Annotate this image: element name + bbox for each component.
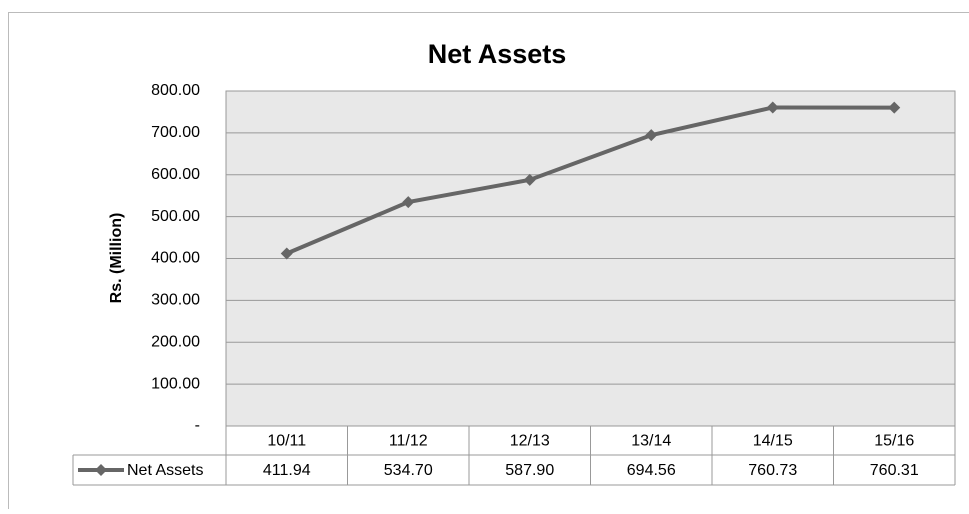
table-value: 760.73 [748,462,797,479]
table-value: 694.56 [627,462,676,479]
y-tick-label: 300.00 [151,292,200,309]
y-tick-label: 600.00 [151,166,200,183]
y-tick-label: 500.00 [151,208,200,225]
y-tick-label: 100.00 [151,375,200,392]
chart-title: Net Assets [428,39,567,69]
table-value: 760.31 [870,462,919,479]
y-tick-label: 700.00 [151,124,200,141]
x-tick-label: 14/15 [753,433,793,450]
table-value: 534.70 [384,462,433,479]
y-tick-label: - [195,417,200,434]
x-tick-label: 10/11 [267,433,306,450]
x-tick-label: 13/14 [631,433,671,450]
y-axis-label: Rs. (Million) [108,213,125,304]
y-tick-label: 200.00 [151,333,200,350]
x-tick-label: 11/12 [389,433,428,450]
y-tick-label: 400.00 [151,250,200,267]
table-value: 411.94 [263,462,311,479]
y-tick-label: 800.00 [151,82,200,99]
table-value: 587.90 [505,462,554,479]
x-tick-label: 15/16 [874,433,914,450]
legend-label: Net Assets [127,462,203,479]
x-tick-label: 12/13 [510,433,550,450]
